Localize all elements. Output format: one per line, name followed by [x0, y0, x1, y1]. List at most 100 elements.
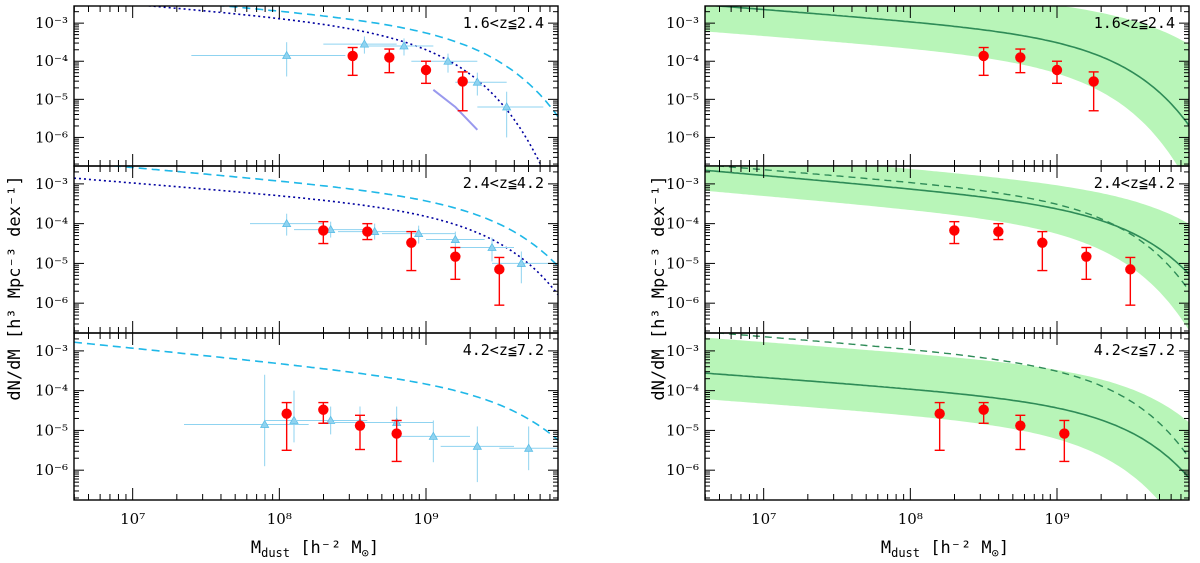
- triangle-point: [455, 237, 514, 262]
- panel-left-bottom: 10⁻³ 10⁻⁴ 10⁻⁵ 10⁻⁶ 4.2<z≦7.2 10⁷ 10⁸ 10⁹: [35, 332, 559, 528]
- y-tick-label: 10⁻⁶: [666, 294, 699, 312]
- triangle-marker: [428, 431, 439, 440]
- y-tick-label: 10⁻⁶: [35, 294, 68, 312]
- triangle-marker: [472, 77, 483, 86]
- triangle-marker: [523, 443, 534, 452]
- panel-title: 1.6<z≦2.4: [1094, 14, 1175, 32]
- y-tick-label: 10⁻³: [35, 175, 68, 193]
- x-tick-label: 10⁸: [898, 510, 923, 528]
- point-marker: [450, 251, 461, 262]
- triangle-marker: [325, 224, 336, 234]
- panel-left-middle: 10⁻³ 10⁻⁴ 10⁻⁵ 10⁻⁶ 2.4<z≦4.2: [35, 165, 559, 334]
- triangle-marker: [281, 50, 292, 59]
- triangle-point: [499, 426, 558, 471]
- y-tick-label: 10⁻³: [35, 14, 68, 32]
- y-tick-label: 10⁻³: [35, 342, 68, 360]
- panel-frame: [73, 332, 559, 501]
- y-tick-label: 10⁻⁵: [35, 421, 68, 439]
- confidence-band: [705, 337, 1189, 500]
- point-marker: [1088, 76, 1099, 87]
- data-point: [1051, 60, 1063, 85]
- data-point: [978, 401, 989, 424]
- point-marker: [978, 404, 989, 415]
- triangle-point: [396, 420, 470, 463]
- y-tick-label: 10⁻⁴: [666, 215, 699, 233]
- point-marker: [1051, 64, 1063, 76]
- plot-area: [74, 166, 558, 306]
- data-point: [1088, 71, 1099, 112]
- triangle-marker: [413, 228, 424, 237]
- plot-area: [705, 6, 1189, 166]
- y-tick-label: 10⁻³: [666, 342, 699, 360]
- y-tick-label: 10⁻⁴: [666, 52, 699, 70]
- triangle-marker: [516, 258, 527, 267]
- y-tick-label: 10⁻³: [666, 175, 699, 193]
- y-tick-label: 10⁻⁶: [666, 461, 699, 479]
- panel-title: 2.4<z≦4.2: [1094, 174, 1175, 192]
- point-marker: [993, 226, 1004, 237]
- right-column: 10⁻³ 10⁻⁴ 10⁻⁵ 10⁻⁶ 1.6<z≦2.4 10⁻³ 10⁻⁴ 10⁻⁵ 10⁻…: [666, 5, 1190, 528]
- point-marker: [354, 420, 366, 431]
- y-tick-label: 10⁻⁴: [666, 382, 699, 400]
- x-tick-label: 10⁸: [267, 510, 292, 528]
- triangle-marker: [289, 415, 299, 424]
- y-tick-label: 10⁻⁴: [35, 382, 68, 400]
- y-tick-label: 10⁻³: [666, 14, 699, 32]
- data-point: [934, 401, 945, 451]
- data-point: [978, 46, 989, 77]
- data-point: [318, 401, 329, 424]
- triangle-marker: [472, 441, 483, 450]
- data-point: [318, 220, 329, 245]
- triangle-marker: [443, 56, 453, 65]
- data-point: [494, 256, 505, 306]
- cyan-dashed-curve: [215, 6, 558, 118]
- data-point: [1037, 230, 1048, 272]
- panel-title: 4.2<z≦7.2: [1094, 341, 1175, 359]
- triangle-marker: [259, 419, 270, 428]
- data-point: [450, 246, 461, 281]
- data-point: [384, 48, 395, 74]
- triangle-point: [294, 406, 368, 435]
- data-point: [993, 222, 1004, 241]
- point-marker: [949, 225, 960, 236]
- y-tick-label: 10⁻⁶: [666, 128, 699, 146]
- point-marker: [457, 76, 468, 87]
- data-point: [1015, 414, 1026, 451]
- x-axis-label-left: Mdust [h⁻² M⊙]: [251, 538, 379, 560]
- data-point: [1125, 256, 1136, 306]
- triangle-marker: [501, 102, 512, 111]
- lavender-curve: [432, 89, 479, 131]
- y-tick-label: 10⁻⁵: [666, 90, 699, 108]
- data-point: [406, 230, 417, 272]
- point-marker: [318, 404, 329, 415]
- triangle-marker: [281, 218, 292, 228]
- green-solid-curve: [708, 6, 1189, 126]
- triangle-marker: [487, 242, 497, 251]
- x-tick-label: 10⁹: [413, 510, 438, 528]
- y-axis-label-left: dN/dM [h³ Mpc⁻³ dex⁻¹]: [5, 175, 25, 400]
- data-point: [281, 401, 292, 451]
- triangle-point: [477, 91, 544, 138]
- point-marker: [1059, 428, 1070, 439]
- y-tick-label: 10⁻⁶: [35, 128, 68, 146]
- panel-title: 1.6<z≦2.4: [463, 14, 544, 32]
- triangle-point: [367, 38, 434, 56]
- cyan-dashed-curve: [106, 166, 558, 267]
- panel-left-top: 10⁻³ 10⁻⁴ 10⁻⁵ 10⁻⁶ 1.6<z≦2.4: [35, 5, 559, 167]
- triangle-point: [338, 223, 412, 240]
- triangle-marker: [325, 415, 336, 424]
- triangle-marker: [399, 41, 409, 50]
- data-point: [949, 220, 960, 245]
- y-tick-label: 10⁻⁶: [35, 461, 68, 479]
- panel-title: 2.4<z≦4.2: [463, 174, 544, 192]
- plot-area: [74, 341, 558, 483]
- x-tick-label: 10⁹: [1044, 510, 1069, 528]
- point-marker: [384, 52, 395, 63]
- data-point: [362, 222, 373, 241]
- panel-right-bottom: 10⁻³ 10⁻⁴ 10⁻⁵ 10⁻⁶ 4.2<z≦7.2 10⁷ 10⁸ 10⁹: [666, 332, 1190, 528]
- y-tick-label: 10⁻⁴: [35, 215, 68, 233]
- y-tick-label: 10⁻⁵: [666, 254, 699, 272]
- point-marker: [934, 408, 945, 419]
- point-marker: [1015, 52, 1026, 63]
- x-tick-label: 10⁷: [751, 510, 776, 528]
